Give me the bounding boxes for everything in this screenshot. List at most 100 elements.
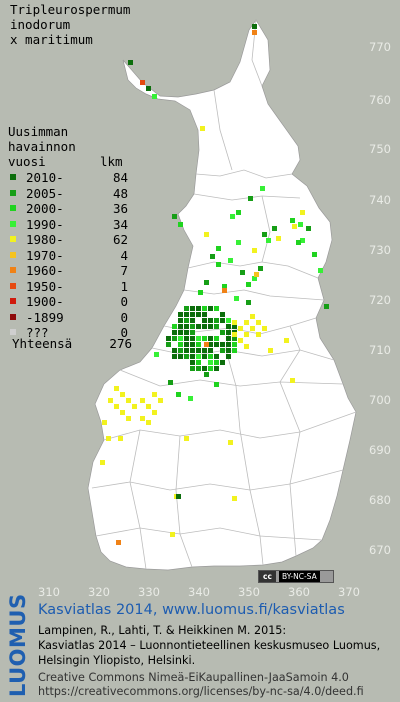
observation-square [284, 338, 289, 343]
y-tick-label: 690 [369, 443, 391, 457]
observation-square [184, 318, 189, 323]
observation-square [190, 336, 195, 341]
legend-label: 1970- [26, 247, 64, 263]
observation-square [226, 342, 231, 347]
observation-square [204, 232, 209, 237]
observation-square [222, 288, 227, 293]
cc-license-badge[interactable]: cc BY-NC-SA [258, 570, 334, 583]
observation-square [220, 330, 225, 335]
observation-square [202, 348, 207, 353]
legend-count: 0 [120, 309, 128, 325]
legend-count: 4 [120, 247, 128, 263]
observation-square [240, 270, 245, 275]
observation-square [238, 326, 243, 331]
observation-square [252, 276, 257, 281]
observation-square [214, 336, 219, 341]
observation-square [290, 378, 295, 383]
observation-square [232, 324, 237, 329]
observation-squares [100, 24, 329, 545]
total-label: Yhteensä [12, 336, 73, 351]
legend-count-heading: lkm [100, 154, 123, 169]
observation-square [226, 330, 231, 335]
observation-square [234, 296, 239, 301]
observation-square [172, 214, 177, 219]
observation-square [126, 398, 131, 403]
legend-swatch [10, 174, 16, 180]
observation-square [190, 354, 195, 359]
legend-label: -1899 [26, 309, 64, 325]
observation-square [244, 320, 249, 325]
observation-square [228, 258, 233, 263]
observation-square [238, 338, 243, 343]
observation-square [214, 382, 219, 387]
observation-square [172, 336, 177, 341]
y-tick-label: 670 [369, 543, 391, 557]
license-link[interactable]: https://creativecommons.org/licenses/by-… [38, 685, 364, 698]
legend-label: 2010- [26, 170, 64, 185]
observation-square [208, 336, 213, 341]
observation-square [190, 342, 195, 347]
legend-heading: Uusimman havainnon vuosi lkm [8, 124, 123, 169]
observation-square [190, 324, 195, 329]
observation-square [260, 186, 265, 191]
observation-square [276, 236, 281, 241]
observation-square [172, 348, 177, 353]
observation-square [190, 348, 195, 353]
observation-square [262, 326, 267, 331]
observation-square [196, 312, 201, 317]
observation-square [226, 354, 231, 359]
y-tick-label: 730 [369, 243, 391, 257]
observation-square [256, 332, 261, 337]
observation-square [166, 342, 171, 347]
title-line: Tripleurospermum [10, 2, 131, 17]
observation-square [152, 392, 157, 397]
observation-square [232, 348, 237, 353]
legend-swatch [10, 205, 16, 211]
observation-square [152, 94, 157, 99]
observation-square [176, 392, 181, 397]
legend-row: 2000- 36 [8, 201, 136, 217]
observation-square [214, 360, 219, 365]
legend-label: 1900- [26, 294, 64, 309]
observation-square [154, 352, 159, 357]
citation-line: Kasviatlas 2014 – Luonnontieteellinen ke… [38, 639, 381, 652]
observation-square [208, 306, 213, 311]
legend-heading-line: havainnon [8, 139, 76, 154]
observation-square [204, 372, 209, 377]
observation-square [202, 318, 207, 323]
observation-square [208, 318, 213, 323]
observation-square [214, 306, 219, 311]
observation-square [312, 252, 317, 257]
legend-count: 48 [112, 185, 128, 201]
legend-label: 1950- [26, 278, 64, 294]
legend-label: 2000- [26, 201, 64, 216]
x-tick-label: 330 [138, 585, 160, 599]
legend-label: 2005- [26, 185, 64, 201]
observation-square [202, 312, 207, 317]
atlas-link[interactable]: Kasviatlas 2014, www.luomus.fi/kasviatla… [38, 602, 345, 618]
y-tick-label: 770 [369, 40, 391, 54]
observation-square [220, 312, 225, 317]
title-line: inodorum [10, 17, 71, 32]
observation-square [232, 320, 237, 325]
observation-square [214, 366, 219, 371]
observation-square [226, 324, 231, 329]
legend-count: 7 [120, 263, 128, 278]
observation-square [132, 404, 137, 409]
observation-square [236, 210, 241, 215]
x-tick-label: 360 [288, 585, 310, 599]
observation-square [196, 360, 201, 365]
legend: 2010- 84 2005- 48 2000- 36 1990- 34 1980- 62 1970-… [8, 170, 136, 341]
observation-square [178, 348, 183, 353]
observation-square [214, 324, 219, 329]
observation-square [166, 336, 171, 341]
observation-square [222, 284, 227, 289]
total-count: 276 [109, 336, 132, 351]
observation-square [196, 336, 201, 341]
legend-count: 0 [120, 294, 128, 309]
y-tick-label: 750 [369, 142, 391, 156]
observation-square [178, 354, 183, 359]
legend-swatch [10, 267, 16, 273]
observation-square [168, 380, 173, 385]
